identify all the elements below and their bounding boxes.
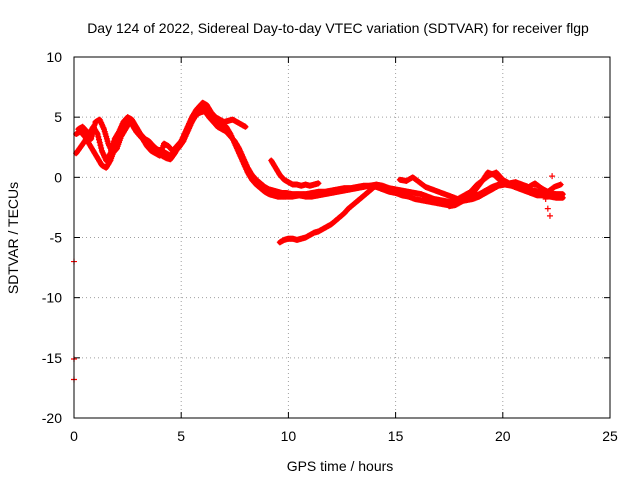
data-point (544, 205, 551, 212)
series-track-e (276, 183, 378, 246)
data-points (71, 99, 566, 383)
y-tick-label: -20 (42, 410, 62, 426)
data-point (546, 212, 553, 219)
data-point (531, 185, 538, 192)
y-tick-label: 0 (54, 169, 62, 185)
data-point (96, 136, 103, 143)
data-point (88, 133, 95, 140)
data-point (242, 123, 249, 130)
chart-title: Day 124 of 2022, Sidereal Day-to-day VTE… (87, 20, 589, 36)
data-point (549, 173, 556, 180)
series-track-d (268, 157, 322, 189)
tick-labels: 0 5 10 15 20 25 -20 -15 -10 -5 0 5 10 (42, 49, 618, 444)
y-tick-label: -5 (50, 230, 63, 246)
data-point (96, 139, 103, 146)
y-axis-label: SDTVAR / TECUs (5, 182, 21, 294)
data-point (89, 130, 96, 137)
x-axis-label: GPS time / hours (287, 458, 394, 474)
data-point (370, 184, 377, 191)
data-point (504, 181, 511, 188)
series-track-g (446, 169, 511, 210)
data-point (503, 180, 510, 187)
data-point (98, 145, 105, 152)
data-point (557, 181, 564, 188)
grid (74, 57, 610, 418)
y-tick-label: -15 (42, 350, 62, 366)
x-tick-label: 5 (177, 428, 185, 444)
data-point (90, 127, 97, 134)
x-tick-label: 20 (495, 428, 511, 444)
data-point (88, 135, 95, 142)
y-tick-label: -10 (42, 290, 62, 306)
x-tick-label: 10 (281, 428, 297, 444)
data-point (91, 124, 98, 131)
data-point (97, 142, 104, 149)
y-tick-label: 10 (46, 49, 62, 65)
data-point (95, 133, 102, 140)
plot-frame (73, 56, 611, 419)
data-point (559, 194, 566, 201)
y-tick-label: 5 (54, 109, 62, 125)
x-tick-label: 15 (388, 428, 404, 444)
series-track-c (75, 99, 249, 159)
data-point (542, 195, 549, 202)
x-tick-label: 25 (602, 428, 618, 444)
data-point (106, 158, 113, 165)
x-tick-label: 0 (70, 428, 78, 444)
data-point (371, 183, 378, 190)
data-point (94, 131, 101, 138)
data-point (315, 180, 322, 187)
data-point (91, 121, 98, 128)
